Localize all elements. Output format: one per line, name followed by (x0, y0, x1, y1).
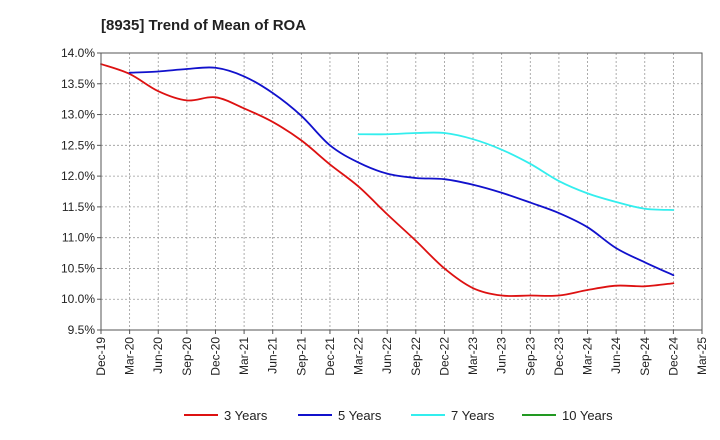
x-tick-label: Mar-22 (352, 337, 366, 375)
chart-title: [8935] Trend of Mean of ROA (101, 17, 306, 34)
y-tick-label: 10.5% (61, 261, 95, 275)
legend-label-3-years: 3 Years (224, 408, 268, 423)
x-tick-label: Sep-21 (294, 337, 308, 376)
x-tick-label: Mar-23 (466, 337, 480, 375)
y-tick-label: 11.0% (62, 231, 95, 245)
x-tick-label: Mar-21 (237, 337, 251, 375)
x-tick-label: Dec-23 (552, 337, 566, 376)
series-line-3-years (100, 63, 675, 297)
x-tick-label: Mar-20 (123, 337, 137, 375)
y-tick-label: 13.0% (61, 108, 95, 122)
x-tick-label: Mar-25 (695, 337, 709, 375)
x-tick-label: Sep-24 (638, 337, 652, 376)
y-tick-label: 11.5% (62, 200, 95, 214)
x-tick-label: Dec-20 (208, 337, 222, 376)
x-tick-label: Mar-24 (581, 337, 595, 375)
x-axis-ticks: Dec-19 Mar-20 Jun-20 Sep-20 Dec-20 Mar-21 Jun-… (94, 330, 709, 376)
x-tick-label: Sep-20 (180, 337, 194, 376)
x-tick-label: Sep-22 (409, 337, 423, 376)
grid-lines (100, 52, 703, 331)
x-tick-label: Jun-21 (266, 337, 280, 374)
series-line-5-years (128, 66, 675, 277)
x-tick-label: Sep-23 (523, 337, 537, 376)
x-tick-label: Jun-23 (495, 337, 509, 374)
x-tick-label: Jun-24 (609, 337, 623, 374)
legend: 3 Years 5 Years 7 Years 10 Years (184, 408, 613, 423)
y-tick-label: 13.5% (61, 77, 95, 91)
x-tick-label: Dec-24 (666, 337, 680, 376)
legend-label-7-years: 7 Years (451, 408, 495, 423)
plot-frame (100, 52, 703, 331)
y-axis-ticks: 9.5% 10.0% 10.5% 11.0% 11.5% 12.0% 12.5% 13.0% 1… (61, 46, 101, 337)
y-tick-label: 14.0% (61, 46, 95, 60)
y-tick-label: 12.5% (61, 138, 95, 152)
x-tick-label: Jun-22 (380, 337, 394, 374)
legend-label-10-years: 10 Years (562, 408, 613, 423)
x-tick-label: Jun-20 (151, 337, 165, 374)
y-tick-label: 9.5% (68, 323, 96, 337)
x-tick-label: Dec-22 (437, 337, 451, 376)
legend-label-5-years: 5 Years (338, 408, 382, 423)
x-tick-label: Dec-19 (94, 337, 108, 376)
x-tick-label: Dec-21 (323, 337, 337, 376)
series-lines (100, 63, 675, 297)
series-line-7-years (357, 131, 675, 211)
y-tick-label: 10.0% (61, 292, 95, 306)
y-tick-label: 12.0% (61, 169, 95, 183)
